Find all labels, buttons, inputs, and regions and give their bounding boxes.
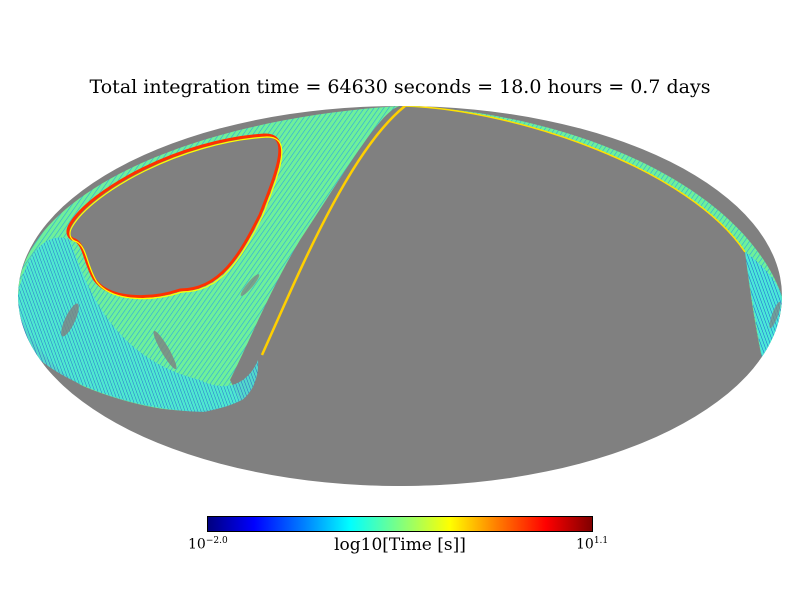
unobserved-main xyxy=(150,106,762,486)
plot-title: Total integration time = 64630 seconds =… xyxy=(89,76,711,98)
colorbar xyxy=(207,516,593,532)
gap-streak xyxy=(61,303,79,337)
coverage-band-far-right xyxy=(745,252,782,358)
colorbar-min-label: 10−2.0 xyxy=(188,536,228,553)
gap-streak xyxy=(769,301,781,329)
rim-edge xyxy=(404,106,746,253)
colorbar-max-label: 101.1 xyxy=(576,536,609,553)
gap-streak xyxy=(240,274,260,296)
coverage-layer xyxy=(18,106,782,486)
hole-edge-glow xyxy=(69,136,283,300)
colorbar-label: log10[Time [s]] xyxy=(334,535,466,555)
gap-streak xyxy=(153,330,177,370)
diagonal-edge xyxy=(260,106,406,356)
coverage-band-left xyxy=(18,237,259,412)
